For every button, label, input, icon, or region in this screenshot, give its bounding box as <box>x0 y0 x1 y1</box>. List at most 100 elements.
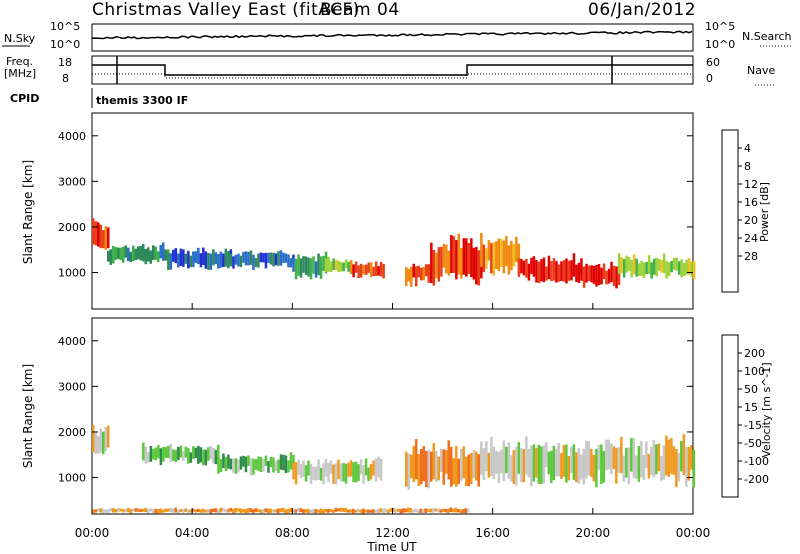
velocity-cell <box>334 507 337 512</box>
velocity-cell <box>652 440 656 478</box>
power-cell <box>532 256 536 277</box>
velocity-cell <box>339 507 342 512</box>
velocity-cell <box>302 509 305 514</box>
power-cell <box>354 261 358 273</box>
power-cell <box>167 252 170 270</box>
velocity-cell <box>372 509 375 513</box>
power-cell <box>347 261 350 272</box>
velocity-cell <box>177 446 180 461</box>
freq-panel: Freq. [MHz] 18 8 60 0 Nave <box>4 55 775 86</box>
velocity-cell <box>535 448 538 478</box>
velocity-cell <box>382 508 385 514</box>
velocity-cell <box>617 446 621 474</box>
power-cell <box>137 246 140 260</box>
power-cell <box>299 258 303 278</box>
velocity-cell <box>204 449 208 466</box>
power-cell <box>172 249 175 262</box>
velocity-cell <box>512 450 516 484</box>
velocity-cell <box>222 507 225 512</box>
power-cell <box>580 267 583 281</box>
velocity-cell <box>339 463 343 482</box>
power-colorbar-tick-label: 12 <box>744 178 758 191</box>
velocity-cell <box>99 428 102 453</box>
power-cell <box>272 252 275 267</box>
power-cell <box>445 244 448 274</box>
power-cell <box>219 251 223 268</box>
velocity-cell <box>222 453 225 469</box>
velocity-cell <box>675 448 678 488</box>
power-cell <box>192 251 195 268</box>
velocity-cell <box>540 446 543 485</box>
power-panel: 1000 2000 3000 4000 Slant Range [km] 4 8 12 16… <box>21 112 771 310</box>
velocity-cell <box>379 458 383 481</box>
velocity-y-label: Slant Range [km] <box>21 364 35 468</box>
power-cell <box>274 253 278 266</box>
power-cell <box>487 240 491 261</box>
power-cell <box>267 252 270 263</box>
velocity-cell <box>209 509 212 514</box>
velocity-cell <box>274 509 277 513</box>
velocity-cell <box>527 448 531 478</box>
velocity-cell <box>202 449 205 466</box>
freq-unit-label: [MHz] <box>4 67 36 80</box>
velocity-cell <box>582 448 586 485</box>
power-cell <box>312 256 315 274</box>
velocity-data-marks <box>92 425 696 514</box>
velocity-cell <box>532 444 536 482</box>
velocity-cell <box>292 454 295 470</box>
power-cell <box>224 248 228 267</box>
power-cell <box>640 260 643 276</box>
velocity-cell <box>332 464 335 484</box>
power-cell <box>472 247 476 280</box>
power-cell <box>359 263 363 278</box>
velocity-cell <box>239 456 243 470</box>
power-cell <box>107 250 110 262</box>
velocity-cell <box>580 454 583 480</box>
nave-tick-bottom: 0 <box>706 72 713 85</box>
velocity-cell <box>449 507 452 513</box>
power-cell <box>179 248 183 266</box>
velocity-cell <box>124 508 127 513</box>
velocity-cell <box>154 447 158 461</box>
power-cell <box>234 254 238 265</box>
velocity-cell <box>354 509 357 513</box>
power-cell <box>127 247 130 262</box>
power-cell <box>287 254 290 268</box>
power-cell <box>324 258 328 273</box>
power-colorbar: 4 8 12 16 20 24 28 <box>721 129 758 293</box>
velocity-cell <box>640 441 643 478</box>
power-cell <box>540 259 543 282</box>
power-cell <box>374 261 378 276</box>
power-cell <box>339 261 343 272</box>
power-cell <box>610 261 613 283</box>
velocity-cell <box>329 509 332 512</box>
velocity-cell <box>137 508 140 512</box>
freq-series-line <box>92 64 693 76</box>
velocity-cell <box>665 435 668 476</box>
velocity-cell <box>282 507 285 513</box>
velocity-cell <box>352 508 355 514</box>
velocity-cell <box>402 508 405 513</box>
power-cell <box>435 252 438 279</box>
velocity-cell <box>132 508 135 512</box>
velocity-cell <box>107 425 110 448</box>
power-cell <box>94 221 97 246</box>
velocity-cell <box>437 456 440 481</box>
cpid-label: CPID <box>10 92 39 105</box>
velocity-cell <box>419 508 422 513</box>
velocity-cell <box>404 508 407 513</box>
power-cell <box>327 256 330 272</box>
velocity-cell <box>204 509 207 513</box>
velocity-cell <box>234 508 237 513</box>
velocity-cell <box>327 463 330 483</box>
velocity-cell <box>440 448 443 473</box>
velocity-cell <box>364 509 367 513</box>
power-cell <box>507 245 511 275</box>
power-cell <box>567 260 571 281</box>
power-cell <box>187 250 190 269</box>
velocity-cell <box>367 509 370 513</box>
power-colorbar-tick-label: 8 <box>744 160 751 173</box>
velocity-cell <box>174 449 178 463</box>
power-cell <box>252 254 255 270</box>
velocity-cell <box>107 509 110 514</box>
